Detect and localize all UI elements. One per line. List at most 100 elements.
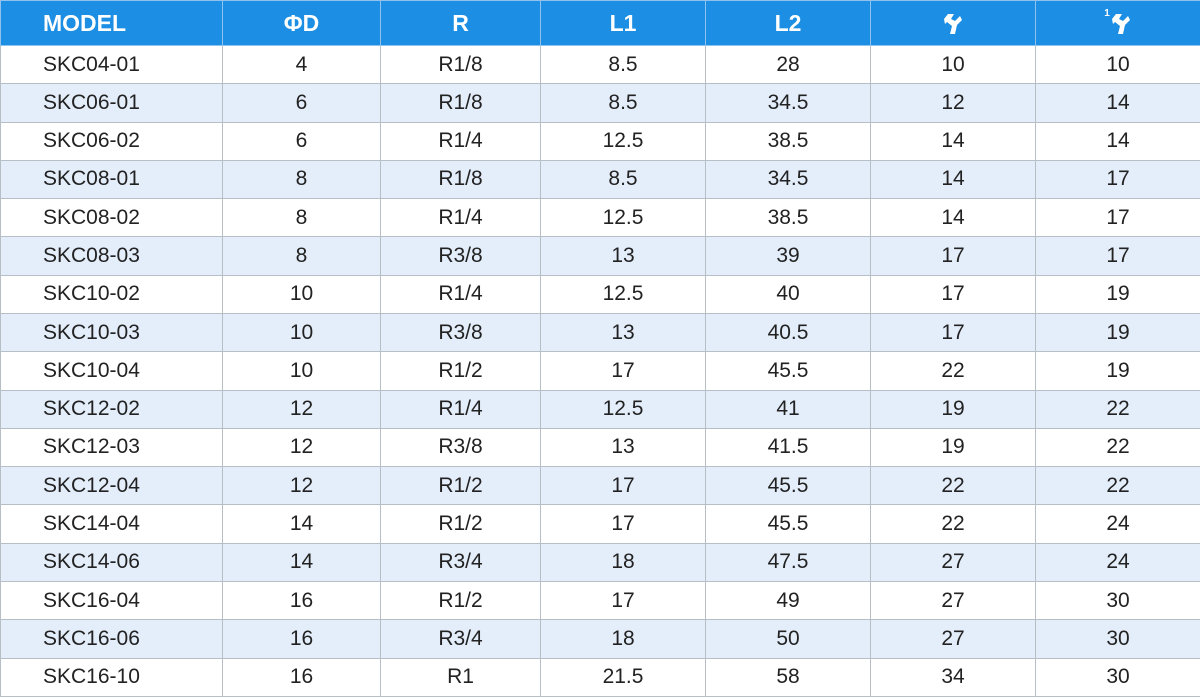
model-cell: SKC08-02 <box>0 198 223 238</box>
value-cell: 14 <box>870 159 1036 200</box>
value-cell: R1/2 <box>380 580 541 621</box>
value-cell: 10 <box>1035 44 1200 85</box>
value-cell: R1/4 <box>380 121 541 161</box>
value-cell: 17 <box>870 236 1036 276</box>
value-cell: R3/8 <box>380 236 541 276</box>
model-cell: SKC12-04 <box>0 466 223 506</box>
value-cell: R3/4 <box>380 542 541 582</box>
value-cell: R1 <box>380 657 541 697</box>
value-cell: 17 <box>1035 236 1200 276</box>
header-cell <box>870 0 1036 46</box>
value-cell: 27 <box>870 619 1036 659</box>
value-cell: 13 <box>540 312 706 353</box>
value-cell: R1/8 <box>380 44 541 85</box>
value-cell: 12 <box>870 83 1036 123</box>
value-cell: 18 <box>540 542 706 582</box>
value-cell: 39 <box>705 236 871 276</box>
table-row: SKC06-02 6 R1/4 12.5 38.5 14 14 <box>0 121 1200 161</box>
value-cell: 30 <box>1035 619 1200 659</box>
value-cell: 19 <box>870 427 1036 468</box>
model-cell: SKC04-01 <box>0 44 223 85</box>
table-row: SKC16-06 16 R3/4 18 50 27 30 <box>0 619 1200 659</box>
table-row: SKC12-02 12 R1/4 12.5 41 19 22 <box>0 389 1200 429</box>
value-cell: 19 <box>1035 351 1200 391</box>
value-cell: 49 <box>705 580 871 621</box>
value-cell: 22 <box>1035 389 1200 429</box>
value-cell: 40.5 <box>705 312 871 353</box>
value-cell: R1/4 <box>380 198 541 238</box>
value-cell: 47.5 <box>705 542 871 582</box>
value-cell: 28 <box>705 44 871 85</box>
table-row: SKC08-01 8 R1/8 8.5 34.5 14 17 <box>0 159 1200 200</box>
value-cell: 17 <box>1035 159 1200 200</box>
value-cell: 14 <box>222 542 381 582</box>
wrench-superscript: 1 <box>1104 7 1110 19</box>
model-cell: SKC16-04 <box>0 580 223 621</box>
table-row: SKC10-04 10 R1/2 17 45.5 22 19 <box>0 351 1200 391</box>
value-cell: 8 <box>222 159 381 200</box>
value-cell: 8 <box>222 236 381 276</box>
table-body: SKC04-01 4 R1/8 8.5 28 10 10 SKC06-01 6 R1/8 8.5 34… <box>0 44 1200 697</box>
value-cell: 10 <box>222 351 381 391</box>
model-cell: SKC12-02 <box>0 389 223 429</box>
value-cell: R1/8 <box>380 159 541 200</box>
model-cell: SKC12-03 <box>0 427 223 468</box>
wrench-icon <box>944 14 962 35</box>
value-cell: 38.5 <box>705 121 871 161</box>
value-cell: 34.5 <box>705 83 871 123</box>
header-row: MODEL ΦD R L1 L2 1 <box>0 0 1200 46</box>
value-cell: 16 <box>222 619 381 659</box>
header-cell: L2 <box>705 0 871 46</box>
table-row: SKC06-01 6 R1/8 8.5 34.5 12 14 <box>0 83 1200 123</box>
value-cell: 17 <box>870 312 1036 353</box>
header-cell: R <box>380 0 541 46</box>
table-row: SKC08-03 8 R3/8 13 39 17 17 <box>0 236 1200 276</box>
value-cell: R1/2 <box>380 466 541 506</box>
value-cell: 12.5 <box>540 198 706 238</box>
model-cell: SKC08-01 <box>0 159 223 200</box>
value-cell: 17 <box>1035 198 1200 238</box>
value-cell: 12.5 <box>540 389 706 429</box>
model-cell: SKC14-06 <box>0 542 223 582</box>
value-cell: 10 <box>222 312 381 353</box>
value-cell: R1/2 <box>380 351 541 391</box>
value-cell: 4 <box>222 44 381 85</box>
value-cell: 8 <box>222 198 381 238</box>
table-row: SKC12-03 12 R3/8 13 41.5 19 22 <box>0 427 1200 468</box>
table-row: SKC14-06 14 R3/4 18 47.5 27 24 <box>0 542 1200 582</box>
wrench-icon <box>1111 14 1130 35</box>
value-cell: 40 <box>705 274 871 314</box>
value-cell: 12 <box>222 427 381 468</box>
table-row: SKC04-01 4 R1/8 8.5 28 10 10 <box>0 44 1200 85</box>
value-cell: 30 <box>1035 580 1200 621</box>
value-cell: 21.5 <box>540 657 706 697</box>
value-cell: 24 <box>1035 504 1200 544</box>
value-cell: 45.5 <box>705 504 871 544</box>
value-cell: R3/8 <box>380 312 541 353</box>
value-cell: 27 <box>870 542 1036 582</box>
value-cell: 17 <box>540 351 706 391</box>
value-cell: 17 <box>540 580 706 621</box>
value-cell: 13 <box>540 427 706 468</box>
value-cell: 58 <box>705 657 871 697</box>
model-cell: SKC14-04 <box>0 504 223 544</box>
value-cell: 19 <box>1035 274 1200 314</box>
model-cell: SKC16-06 <box>0 619 223 659</box>
value-cell: 50 <box>705 619 871 659</box>
value-cell: 22 <box>870 504 1036 544</box>
header-cell: ΦD <box>222 0 381 46</box>
value-cell: 17 <box>540 504 706 544</box>
value-cell: 14 <box>222 504 381 544</box>
value-cell: 19 <box>1035 312 1200 353</box>
value-cell: 41 <box>705 389 871 429</box>
value-cell: 8.5 <box>540 44 706 85</box>
value-cell: 12 <box>222 389 381 429</box>
value-cell: 22 <box>870 351 1036 391</box>
value-cell: 30 <box>1035 657 1200 697</box>
value-cell: 16 <box>222 580 381 621</box>
table-row: SKC14-04 14 R1/2 17 45.5 22 24 <box>0 504 1200 544</box>
value-cell: 45.5 <box>705 351 871 391</box>
table-row: SKC12-04 12 R1/2 17 45.5 22 22 <box>0 466 1200 506</box>
